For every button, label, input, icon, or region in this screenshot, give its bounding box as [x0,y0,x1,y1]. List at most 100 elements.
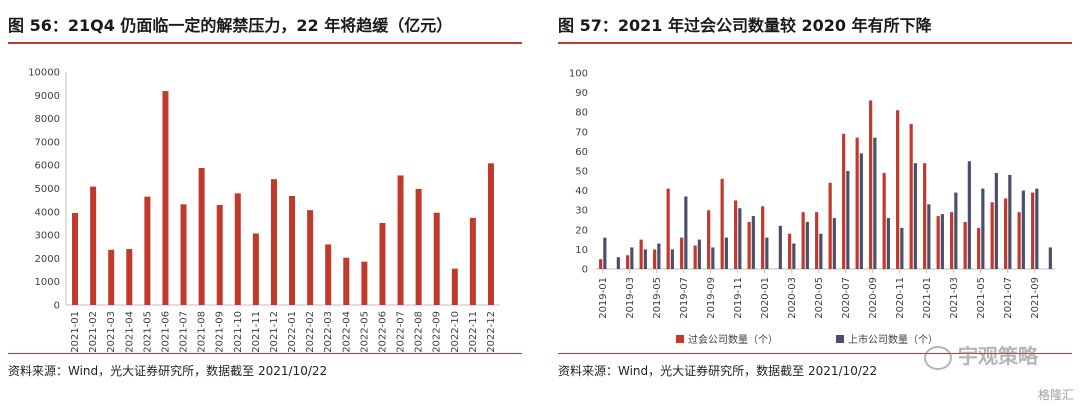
x-tick-label: 2019-03 [625,277,636,319]
approved-bar [896,110,900,270]
y-tick-label: 2000 [35,254,60,265]
approved-bar [707,210,711,269]
listed-bar [738,208,742,269]
watermark-tag: 格隆汇 [1037,388,1074,402]
x-tick-label: 2022-05 [359,311,370,353]
listed-bar [603,237,607,269]
y-tick-label: 10000 [28,68,60,79]
approved-bar [1004,198,1008,269]
listed-bar [724,237,728,269]
watermark-brand-text: 宇观策略 [958,344,1038,368]
approved-bar [1031,192,1035,269]
x-tick-label: 2020-07 [841,277,852,319]
listed-bar [913,163,917,269]
x-tick-label: 2021-06 [160,311,171,353]
left-source-rule [8,353,522,354]
y-tick-label: 60 [575,147,588,158]
approved-bar [909,123,913,270]
x-tick-label: 2021-10 [233,311,244,353]
approved-bar [882,172,886,269]
bar [379,222,386,305]
y-tick-label: 3000 [35,231,60,242]
listed-bar [873,137,877,269]
legend-label-listed: 上市公司数量（个） [848,333,938,346]
approved-bar [801,212,805,269]
listed-bar [805,221,809,269]
x-tick-label: 2021-11 [251,311,262,353]
bar [144,196,151,305]
listed-bar [684,196,688,269]
approved-bar [828,182,832,269]
x-tick-label: 2021-09 [1030,277,1041,319]
approved-bar [855,137,859,269]
x-tick-label: 2021-08 [197,311,208,353]
x-tick-label: 2021-07 [1003,277,1014,319]
listed-bar [846,171,850,269]
right-chart-title: 图 57：2021 年过会公司数量较 2020 年有所下降 [558,16,932,35]
y-tick-label: 0 [54,301,60,312]
x-tick-label: 2020-01 [760,277,771,319]
x-tick-label: 2019-05 [652,277,663,319]
y-tick-label: 7000 [35,137,60,148]
x-tick-label: 2019-09 [706,277,717,319]
x-tick-label: 2021-09 [215,311,226,353]
x-tick-label: 2022-12 [486,311,497,353]
x-tick-label: 2020-05 [814,277,825,319]
y-tick-label: 80 [575,108,588,119]
listed-bar [765,237,769,269]
bar [270,179,277,305]
x-tick-label: 2022-11 [468,311,479,353]
y-tick-label: 20 [575,225,588,236]
bar [469,217,476,305]
listed-bar [792,243,796,269]
left-bar-chart: 0 1000 2000 3000 4000 5000 6000 7000 8000 9000 100… [28,68,500,353]
listed-bar [616,257,620,269]
listed-bar [981,188,985,269]
bar [72,212,79,305]
x-tick-label: 2022-08 [414,311,425,353]
wechat-icon [924,345,952,370]
listed-bar [994,172,998,269]
legend-label-approved: 过会公司数量（个） [688,333,778,346]
listed-bar [859,153,863,269]
x-tick-label: 2021-05 [976,277,987,319]
x-tick-label: 2021-01 [70,311,81,353]
bar [252,233,259,305]
bar [343,257,350,305]
bar [126,249,133,305]
x-tick-label: 2022-10 [450,311,461,353]
approved-bar [626,255,630,269]
listed-bar [886,218,890,269]
bar [162,91,169,305]
listed-bar [751,216,755,269]
listed-bar [927,204,931,269]
listed-bar [1035,188,1039,269]
listed-bar [643,249,647,269]
watermark-brand: 宇观策略 [924,340,1038,370]
y-tick-label: 50 [575,167,588,178]
y-tick-label: 0 [582,265,588,276]
approved-bar [680,237,684,269]
x-tick-label: 2020-11 [895,277,906,319]
legend-swatch-listed [836,335,844,343]
listed-bar [940,214,944,269]
left-chart-title: 图 56：21Q4 仍面临一定的解禁压力，22 年将趋缓（亿元） [8,16,453,35]
approved-bar [720,178,724,269]
legend-swatch-approved [676,335,684,343]
x-tick-label: 2022-02 [305,311,316,353]
right-source-rule [558,353,1072,354]
x-tick-label: 2021-12 [269,311,280,353]
x-tick-label: 2022-09 [432,311,443,353]
x-tick-label: 2019-01 [598,277,609,319]
approved-bar [815,212,819,269]
approved-bar [747,221,751,269]
approved-bar [923,163,927,269]
x-tick-label: 2022-01 [287,311,298,353]
listed-bar [1008,174,1012,269]
left-chart-source: 资料来源：Wind，光大证券研究所，数据截至 2021/10/22 [8,364,328,378]
approved-bar [639,239,643,269]
bar [198,167,205,305]
right-bar-chart: 0 10 20 30 40 50 60 70 80 90 100 2019-01 2019-03 2019… [569,69,1055,346]
listed-bar [967,161,971,269]
bar [307,210,314,305]
